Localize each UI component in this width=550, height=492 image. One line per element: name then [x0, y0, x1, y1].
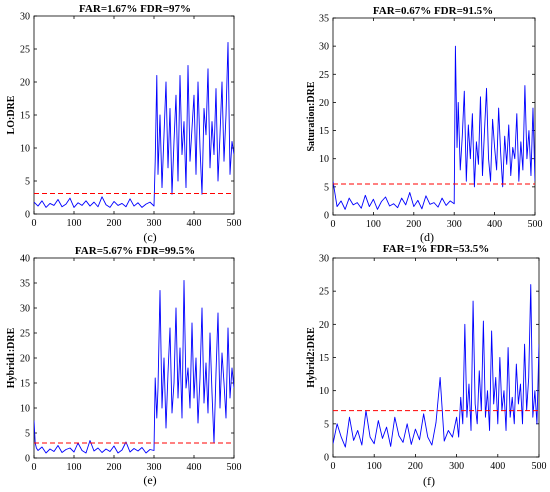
series-line [333, 45, 535, 210]
y-tick-label: 0 [324, 211, 329, 222]
y-tick-label: 20 [20, 354, 30, 365]
y-axis-label: Hybrid1:DRE [6, 327, 17, 388]
y-tick-label: 5 [324, 182, 329, 193]
x-tick-label: 0 [331, 461, 336, 472]
y-tick-label: 10 [319, 386, 329, 397]
y-tick-label: 30 [20, 12, 30, 23]
x-tick-label: 300 [449, 461, 464, 472]
stats-label: FAR=0.67% FDR=91.5% [373, 5, 493, 17]
y-tick-label: 0 [25, 454, 30, 465]
x-tick-label: 200 [107, 462, 122, 473]
y-tick-label: 15 [20, 379, 30, 390]
series-line [34, 280, 234, 454]
x-tick-label: 0 [32, 462, 37, 473]
y-tick-label: 20 [319, 320, 329, 331]
subplot-label: (e) [143, 473, 156, 487]
x-tick-label: 500 [532, 461, 547, 472]
y-tick-label: 15 [319, 353, 329, 364]
y-tick-label: 0 [25, 210, 30, 221]
y-tick-label: 20 [319, 98, 329, 109]
x-tick-label: 100 [366, 219, 381, 230]
x-tick-label: 500 [227, 218, 242, 229]
x-tick-label: 300 [447, 219, 462, 230]
y-tick-label: 5 [25, 177, 30, 188]
y-tick-label: 15 [20, 111, 30, 122]
y-axis-label: LO:DRE [6, 95, 17, 134]
x-tick-label: 300 [147, 218, 162, 229]
y-tick-label: 25 [20, 329, 30, 340]
x-tick-label: 400 [490, 461, 505, 472]
y-tick-label: 40 [20, 254, 30, 265]
stats-label: FAR=1.67% FDR=97% [79, 3, 191, 15]
y-tick-label: 30 [20, 304, 30, 315]
stats-label: FAR=1% FDR=53.5% [383, 243, 489, 255]
subplot-label: (c) [143, 230, 156, 244]
plot-frame [332, 17, 536, 216]
x-tick-label: 200 [406, 219, 421, 230]
y-tick-label: 10 [20, 144, 30, 155]
y-tick-label: 20 [20, 78, 30, 89]
y-tick-label: 25 [20, 45, 30, 56]
y-tick-label: 5 [25, 429, 30, 440]
x-tick-label: 100 [67, 218, 82, 229]
y-tick-label: 15 [319, 126, 329, 137]
series-line [34, 41, 234, 208]
y-tick-label: 25 [319, 70, 329, 81]
panel-1: 0 100 200 300 400 500 0 5 10 15 20 25 30 35 FAR=0.67% … [306, 5, 543, 244]
stats-label: FAR=5.67% FDR=99.5% [75, 245, 195, 257]
panel-3: 0 100 200 300 400 500 0 5 10 15 20 25 30 FAR=1% FDR=5… [306, 243, 547, 488]
x-tick-label: 500 [528, 219, 543, 230]
y-tick-label: 35 [319, 14, 329, 25]
x-tick-label: 100 [367, 461, 382, 472]
subplot-label: (f) [423, 474, 435, 488]
x-tick-label: 500 [227, 462, 242, 473]
subplot-label: (d) [420, 230, 434, 244]
x-tick-label: 0 [32, 218, 37, 229]
panel-0: 0 100 200 300 400 500 0 5 10 15 20 25 30 FAR=1.67% FD… [6, 3, 242, 244]
y-tick-label: 5 [324, 419, 329, 430]
y-axis-label: Saturation:DRE [306, 81, 317, 151]
x-tick-label: 400 [487, 219, 502, 230]
x-tick-label: 200 [107, 218, 122, 229]
y-tick-label: 0 [324, 453, 329, 464]
y-tick-label: 35 [20, 279, 30, 290]
y-tick-label: 30 [319, 42, 329, 53]
y-tick-label: 10 [319, 154, 329, 165]
panel-2: 0 100 200 300 400 500 0 5 10 15 20 25 30 35 40 FAR=5.67… [6, 245, 242, 487]
x-tick-label: 200 [408, 461, 423, 472]
x-tick-label: 400 [187, 218, 202, 229]
y-tick-label: 30 [319, 254, 329, 265]
y-tick-label: 10 [20, 404, 30, 415]
y-tick-label: 25 [319, 287, 329, 298]
x-tick-label: 300 [147, 462, 162, 473]
x-tick-label: 400 [187, 462, 202, 473]
series-line [333, 284, 539, 448]
y-axis-label: Hybrid2:DRE [306, 327, 317, 388]
x-tick-label: 100 [67, 462, 82, 473]
plot-frame [33, 257, 235, 459]
x-tick-label: 0 [331, 219, 336, 230]
